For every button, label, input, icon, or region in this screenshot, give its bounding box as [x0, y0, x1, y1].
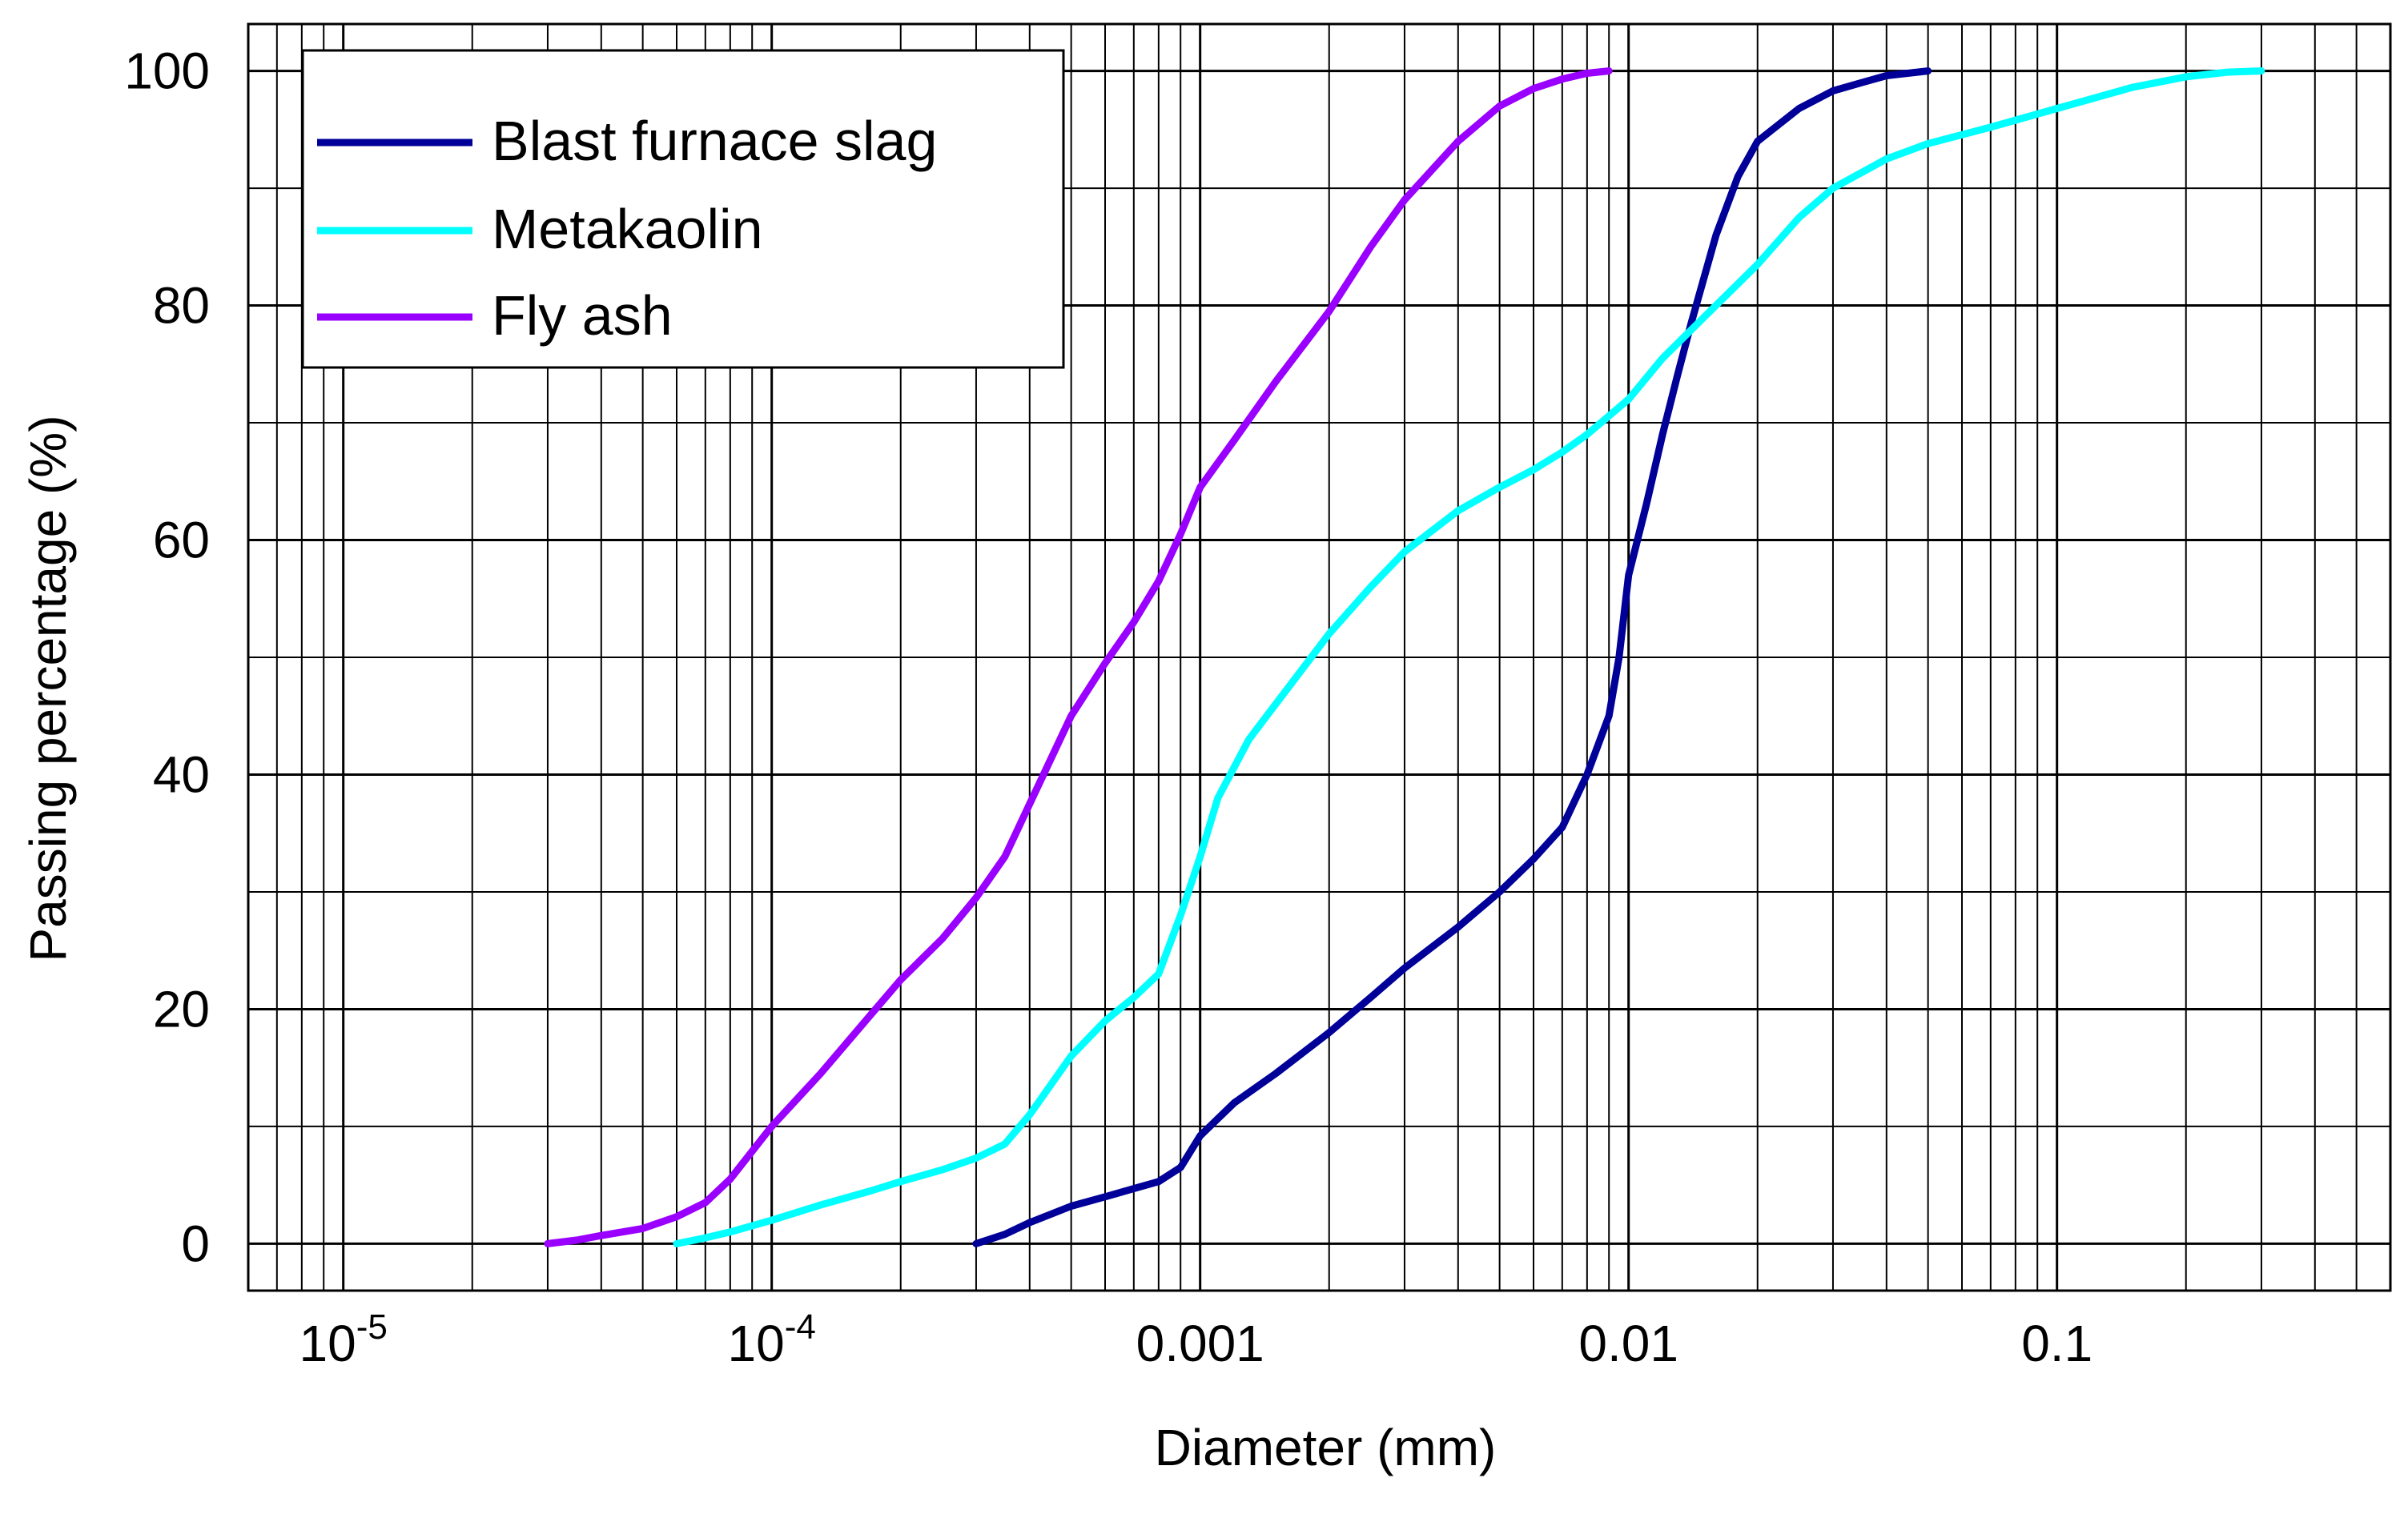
- y-tick-label: 80: [153, 277, 210, 335]
- y-tick-label: 0: [181, 1215, 210, 1272]
- x-tick-label: 0.1: [2021, 1315, 2092, 1372]
- x-axis-label: Diameter (mm): [1155, 1419, 1497, 1476]
- x-tick-label: 0.001: [1136, 1315, 1264, 1372]
- legend-label-metakaolin: Metakaolin: [492, 198, 763, 260]
- y-axis-label: Passing percentage (%): [19, 415, 77, 962]
- plot-border: [247, 22, 2392, 1292]
- legend-label-blast-furnace-slag: Blast furnace slag: [492, 110, 937, 172]
- series-line-metakaolin: [673, 67, 2265, 1247]
- axis-ticks: 0 20 40 60 80 100 10-5 10-4 0.001 0.01 0.1: [124, 42, 2092, 1372]
- plot-frame: [247, 22, 2392, 1292]
- y-tick-label: 100: [124, 42, 210, 100]
- series-line-fly-ash: [544, 67, 1613, 1247]
- x-tick-label: 10-4: [728, 1307, 816, 1372]
- x-tick-label: 10-5: [299, 1307, 388, 1372]
- legend: Blast furnace slag Metakaolin Fly ash: [301, 49, 1065, 369]
- y-tick-label: 60: [153, 512, 210, 569]
- legend-label-fly-ash: Fly ash: [492, 284, 673, 347]
- y-tick-label: 40: [153, 745, 210, 803]
- x-tick-label: 0.01: [1578, 1315, 1678, 1372]
- series-line-blast-furnace-slag: [972, 67, 1932, 1247]
- y-tick-label: 20: [153, 980, 210, 1038]
- series-lines: [544, 67, 2265, 1247]
